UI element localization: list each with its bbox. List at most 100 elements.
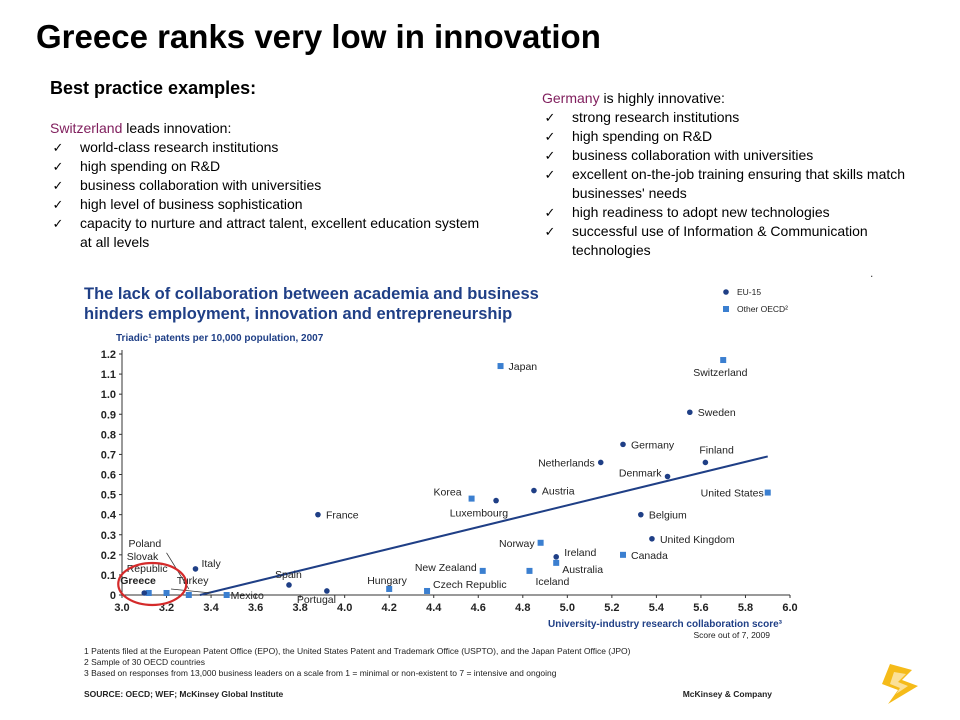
- point-denmark: [664, 473, 671, 480]
- point-label-norway: Norway: [499, 538, 535, 550]
- switzerland-list: ✓ world-class research institutions ✓ high …: [50, 138, 490, 252]
- check-icon: ✓: [544, 129, 556, 144]
- point-australia: [553, 559, 560, 566]
- germany-item: ✓ high spending on R&D: [542, 127, 922, 146]
- point-label-hungary: Hungary: [367, 575, 407, 587]
- point-label-mexico: Mexico: [231, 590, 264, 602]
- point-label-greece: Greece: [120, 575, 156, 587]
- x-axis-label: University-industry research collaborati…: [548, 619, 783, 630]
- switzerland-block: Switzerland leads innovation: ✓ world-cla…: [50, 119, 490, 252]
- point-label-sweden: Sweden: [698, 407, 736, 419]
- point-label-luxembourg: Luxembourg: [450, 508, 509, 520]
- stray-dot: .: [870, 266, 874, 280]
- switzerland-lead: Switzerland leads innovation:: [50, 119, 490, 138]
- point-label-australia: Australia: [562, 564, 603, 576]
- point-label-iceland: Iceland: [535, 576, 569, 588]
- legend-marker-square: [723, 306, 729, 312]
- check-icon: ✓: [52, 140, 64, 155]
- source-note: SOURCE: OECD; WEF; McKinsey Global Insti…: [84, 689, 284, 699]
- point-poland: [163, 589, 170, 596]
- leader-line-turkey: [170, 588, 212, 594]
- y-tick-label: 0.2: [101, 550, 116, 562]
- point-germany: [620, 441, 626, 448]
- switzerland-item: ✓ high level of business sophistication: [50, 195, 490, 214]
- y-tick-label: 0.4: [101, 510, 117, 522]
- x-tick-label: 4.8: [515, 602, 530, 614]
- point-united-states: [764, 489, 771, 496]
- y-tick-label: 0.8: [101, 429, 116, 441]
- point-ireland: [553, 554, 559, 560]
- point-korea: [468, 495, 475, 502]
- point-new-zealand: [479, 567, 486, 574]
- switzerland-item-text: capacity to nurture and attract talent, …: [80, 215, 480, 250]
- x-tick-label: 5.8: [738, 602, 753, 614]
- y-tick-label: 0.6: [101, 470, 116, 482]
- point-turkey: [185, 592, 192, 598]
- point-label-canada: Canada: [631, 550, 668, 562]
- brand-name: McKinsey & Company: [683, 689, 773, 699]
- chart-axes: 0 0.1 0.2 0.3 0.4 0.5 0.6 0.7 0.8 0.9 1.0 1.1 1.2 3.0…: [101, 349, 798, 614]
- y-tick-label: 0.3: [101, 530, 116, 542]
- germany-item: ✓ high readiness to adopt new technologie…: [542, 203, 922, 222]
- x-tick-label: 3.4: [203, 602, 219, 614]
- point-austria: [531, 487, 537, 494]
- company-logo-icon: [882, 664, 918, 704]
- x-tick-label: 3.0: [114, 602, 129, 614]
- point-luxembourg: [493, 497, 499, 504]
- point-czech-republic: [424, 587, 431, 594]
- legend-label: EU-15: [737, 287, 761, 297]
- point-france: [315, 511, 321, 518]
- point-portugal: [324, 588, 330, 594]
- point-label-united-kingdom: United Kingdom: [660, 534, 735, 546]
- point-label-spain: Spain: [275, 569, 302, 581]
- point-japan: [497, 363, 504, 370]
- y-tick-label: 0.5: [101, 490, 116, 502]
- point-label-france: France: [326, 510, 359, 522]
- x-tick-label: 5.6: [693, 602, 708, 614]
- point-greece: [141, 590, 148, 596]
- check-icon: ✓: [52, 159, 64, 174]
- x-tick-label: 5.0: [560, 602, 575, 614]
- germany-item-text: high readiness to adopt new technologies: [572, 204, 830, 220]
- point-switzerland: [720, 357, 727, 364]
- germany-item-text: strong research institutions: [572, 109, 740, 125]
- footnote-1: 1 Patents filed at the European Patent O…: [84, 646, 631, 656]
- point-norway: [537, 539, 544, 546]
- point-label-korea: Korea: [434, 487, 462, 499]
- scatter-chart-svg: The lack of collaboration between academ…: [84, 285, 798, 699]
- x-tick-label: 4.6: [471, 602, 486, 614]
- x-tick-label: 3.8: [292, 602, 307, 614]
- point-hungary: [386, 585, 393, 592]
- point-sweden: [687, 409, 693, 416]
- check-icon: ✓: [544, 205, 556, 220]
- y-tick-label: 0.1: [101, 570, 116, 582]
- germany-item-text: excellent on-the-job training ensuring t…: [572, 166, 906, 201]
- switzerland-item: ✓ business collaboration with universitie…: [50, 176, 490, 195]
- check-icon: ✓: [544, 167, 556, 182]
- point-label-new-zealand: New Zealand: [415, 562, 477, 574]
- switzerland-lead-text: leads innovation:: [122, 120, 232, 136]
- point-label-japan: Japan: [509, 361, 538, 373]
- check-icon: ✓: [52, 216, 64, 231]
- germany-name: Germany: [542, 90, 600, 106]
- y-tick-label: 0: [110, 590, 116, 602]
- germany-item-text: high spending on R&D: [572, 128, 713, 144]
- footnote-2: 2 Sample of 30 OECD countries: [84, 657, 205, 667]
- trendline-group: [199, 455, 768, 596]
- germany-lead-text: is highly innovative:: [599, 90, 725, 106]
- x-tick-label: 4.0: [337, 602, 352, 614]
- switzerland-item: ✓ world-class research institutions: [50, 138, 490, 157]
- y-tick-label: 0.7: [101, 449, 116, 461]
- point-label-poland: Poland: [129, 538, 162, 550]
- x-tick-label: 5.2: [604, 602, 619, 614]
- germany-item: ✓ successful use of Information & Communi…: [542, 222, 922, 260]
- germany-lead: Germany is highly innovative:: [542, 89, 922, 108]
- germany-item: ✓ excellent on-the-job training ensuring …: [542, 165, 922, 203]
- point-mexico: [223, 592, 230, 598]
- point-label-switzerland: Switzerland: [693, 367, 747, 379]
- point-label-germany: Germany: [631, 439, 675, 451]
- switzerland-item-text: world-class research institutions: [80, 139, 279, 155]
- point-label-belgium: Belgium: [649, 510, 687, 522]
- point-label-denmark: Denmark: [619, 468, 662, 480]
- point-label-czech-republic: Czech Republic: [433, 579, 507, 591]
